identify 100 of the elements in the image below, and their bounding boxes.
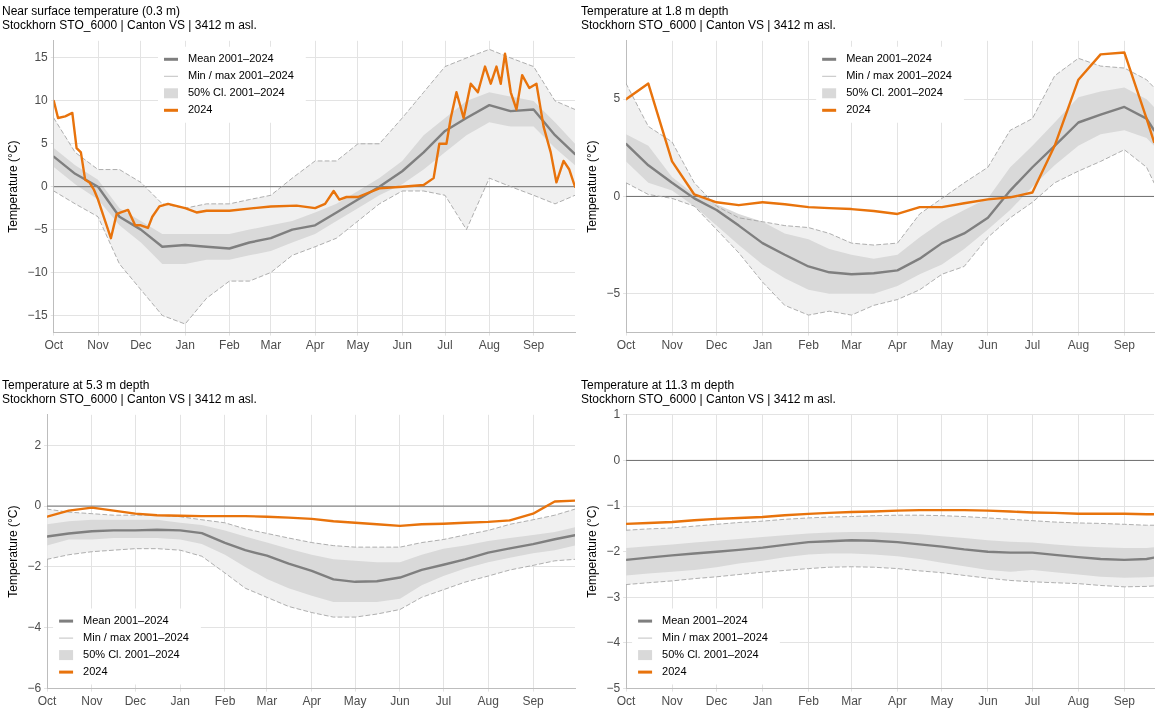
x-tick-label: Jul: [437, 338, 453, 353]
y-tick-label: −15: [27, 307, 49, 322]
x-tick-label: Oct: [37, 694, 58, 709]
legend-label: 50% Cl. 2001–2024: [662, 648, 759, 661]
x-tick-label: Nov: [81, 694, 103, 709]
y-tick-label: 2: [34, 437, 42, 452]
x-tick-label: Apr: [302, 694, 322, 709]
x-tick-label: Dec: [124, 694, 146, 709]
x-tick-label: Jun: [392, 338, 412, 353]
x-tick-label: Jul: [1024, 338, 1041, 353]
x-tick-label: Jan: [175, 338, 195, 353]
y-axis-title: Temperature (°C): [584, 140, 599, 233]
chart-title: Near surface temperature (0.3 m): [2, 3, 181, 18]
x-tick-label: May: [346, 338, 370, 353]
line-series: [626, 514, 1154, 531]
y-tick-label: 0: [613, 188, 621, 203]
x-tick-label: Mar: [256, 694, 278, 709]
x-tick-label: Jul: [1024, 694, 1041, 709]
x-tick-label: Dec: [705, 338, 728, 353]
x-tick-label: Sep: [522, 338, 545, 353]
y-tick-label: −5: [606, 680, 621, 695]
x-tick-label: Mar: [260, 338, 282, 353]
x-tick-label: Aug: [477, 694, 499, 709]
y-tick-label: 0: [41, 179, 49, 194]
y-tick-label: −1: [606, 498, 621, 513]
x-tick-label: Apr: [888, 694, 907, 709]
legend-label: Min / max 2001–2024: [188, 69, 294, 82]
line-series: [53, 177, 575, 325]
y-tick-label: −10: [27, 264, 49, 279]
x-tick-label: May: [930, 338, 954, 353]
y-tick-label: 5: [613, 91, 621, 106]
x-tick-label: Mar: [841, 694, 862, 709]
chart-title: Temperature at 11.3 m depth: [581, 377, 735, 392]
y-tick-label: 10: [34, 93, 49, 108]
line-series: [626, 149, 1154, 316]
x-tick-label: Oct: [616, 338, 637, 353]
legend-label: 2024: [662, 665, 687, 678]
y-tick-label: −4: [27, 620, 42, 635]
legend-label: Min / max 2001–2024: [846, 69, 952, 82]
y-tick-label: −5: [606, 286, 621, 301]
x-tick-label: Feb: [219, 338, 241, 353]
x-tick-label: Feb: [798, 338, 820, 353]
y-tick-label: −3: [606, 589, 621, 604]
line-series: [53, 48, 575, 209]
y-axis-title: Temperature (°C): [5, 505, 20, 598]
legend-label: Mean 2001–2024: [188, 52, 274, 65]
x-tick-label: Dec: [130, 338, 152, 353]
x-tick-label: Aug: [1067, 694, 1090, 709]
x-tick-label: Aug: [478, 338, 500, 353]
legend-label: Min / max 2001–2024: [662, 631, 768, 644]
legend-label: Min / max 2001–2024: [83, 631, 189, 644]
legend-label: 2024: [188, 103, 213, 116]
x-tick-label: Sep: [1113, 338, 1136, 353]
legend-label: 50% Cl. 2001–2024: [188, 86, 285, 99]
x-tick-label: Oct: [616, 694, 637, 709]
legend-label: 50% Cl. 2001–2024: [846, 86, 943, 99]
legend-label: 50% Cl. 2001–2024: [83, 648, 180, 661]
legend-label: 2024: [83, 665, 108, 678]
x-tick-label: Jan: [752, 694, 773, 709]
x-tick-label: Sep: [1113, 694, 1136, 709]
y-tick-label: 0: [34, 498, 42, 513]
y-axis-title: Temperature (°C): [584, 505, 599, 598]
y-tick-label: −2: [27, 559, 42, 574]
x-tick-label: Sep: [522, 694, 545, 709]
x-tick-label: Aug: [1067, 338, 1090, 353]
x-tick-label: Jun: [978, 338, 998, 353]
x-tick-label: Jan: [170, 694, 190, 709]
chart-subtitle: Stockhorn STO_6000 | Canton VS | 3412 m asl.: [581, 17, 836, 32]
line-series: [47, 508, 575, 548]
x-tick-label: May: [930, 694, 954, 709]
x-tick-label: Dec: [705, 694, 728, 709]
y-axis-title: Temperature (°C): [5, 140, 20, 233]
y-tick-label: 0: [613, 452, 621, 467]
x-tick-label: Feb: [798, 694, 820, 709]
chart-subtitle: Stockhorn STO_6000 | Canton VS | 3412 m asl.: [581, 391, 836, 406]
chart-title: Temperature at 5.3 m depth: [2, 377, 150, 392]
y-tick-label: −2: [606, 544, 621, 559]
y-tick-label: −4: [606, 635, 621, 650]
x-tick-label: Apr: [888, 338, 907, 353]
x-tick-label: Nov: [661, 338, 683, 353]
x-tick-label: May: [343, 694, 367, 709]
chart-title: Temperature at 1.8 m depth: [581, 3, 729, 18]
y-tick-label: 15: [34, 50, 49, 65]
line-series: [626, 566, 1154, 588]
x-tick-label: Jun: [978, 694, 998, 709]
x-tick-label: Nov: [661, 694, 683, 709]
x-tick-label: Oct: [44, 338, 64, 353]
legend-label: Mean 2001–2024: [846, 52, 932, 65]
x-tick-label: Nov: [87, 338, 109, 353]
x-tick-label: Mar: [841, 338, 862, 353]
y-tick-label: 1: [613, 407, 621, 422]
line-series: [47, 548, 575, 618]
x-tick-label: Apr: [305, 338, 325, 353]
legend-label: Mean 2001–2024: [662, 614, 748, 627]
chart-subtitle: Stockhorn STO_6000 | Canton VS | 3412 m asl.: [2, 17, 257, 32]
x-tick-label: Jan: [752, 338, 773, 353]
y-tick-label: 5: [41, 136, 49, 151]
x-tick-label: Jul: [435, 694, 452, 709]
legend-label: Mean 2001–2024: [83, 614, 169, 627]
y-tick-label: −5: [34, 221, 49, 236]
